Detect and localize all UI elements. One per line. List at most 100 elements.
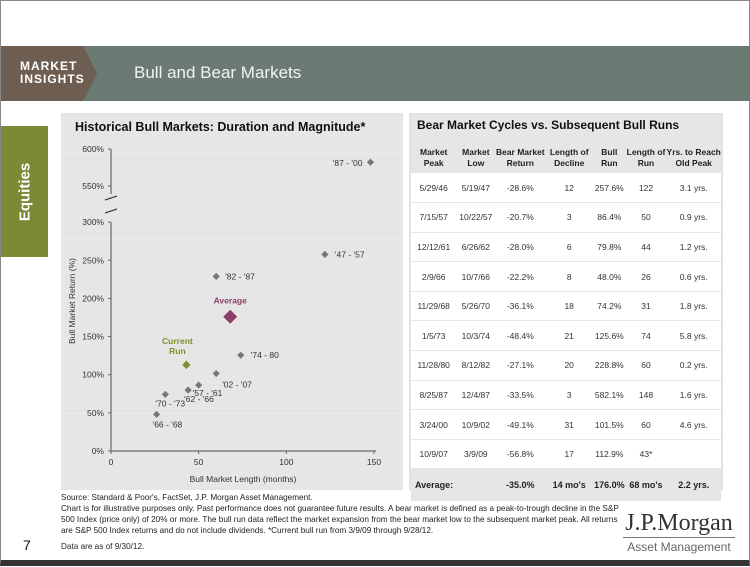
table-row: 11/28/80 8/12/82 -27.1% 20 228.8% 60 0.2 yrs. [411,350,721,381]
table-cell: 12 [545,173,594,204]
table-cell: 2/9/66 [411,261,457,292]
table-cell: 582.1% [593,380,626,411]
table-row: 3/24/00 10/9/02 -49.1% 31 101.5% 60 4.6 yrs. [411,409,721,440]
table-cell: 0.6 yrs. [666,261,721,292]
table-cell: -20.7% [495,202,546,233]
table-row: 10/9/07 3/9/09 -56.8% 17 112.9% 43* [411,439,721,470]
table-cell: 5/29/46 [411,173,457,204]
table-cell: 122 [625,173,667,204]
table-cell: 20 [545,350,594,381]
table-cell: 8/25/87 [411,380,457,411]
table-cell: 112.9% [593,439,626,470]
y-tick-label: 600% [82,144,104,154]
source-note: Source: Standard & Poor's, FactSet, J.P.… [61,493,313,502]
table-cell: 10/9/02 [456,409,496,440]
table-cell: 31 [625,291,667,322]
table-cell: 125.6% [593,320,626,352]
table-cell: 44 [625,232,667,263]
table-cell: -36.1% [495,291,546,322]
table-cell: 74.2% [593,291,626,322]
point-label: '02 - '07 [222,380,252,390]
table-cell: 4.6 yrs. [666,409,721,440]
table-cell: 5/19/47 [456,173,496,204]
point-label-current: Current Run [162,336,193,356]
disclaimer: Chart is for illustrative purposes only.… [61,504,619,535]
page-number: 7 [23,537,31,553]
data-point-average [223,309,238,324]
point-label-average: Average [214,296,248,306]
y-tick-label: 50% [87,408,104,418]
point-label: '66 - '68 [153,419,183,429]
y-tick-label: 200% [82,293,104,303]
table-cell: 3/24/00 [411,409,457,440]
y-tick-label: 150% [82,332,104,342]
table-cell: 3 [545,202,594,233]
table-cell: 12/12/61 [411,232,457,263]
table-cell: 11/28/80 [411,350,457,381]
table-cell: -28.6% [495,173,546,204]
column-header: Market Low [462,147,490,168]
column-header: Bear Market Return [495,147,545,168]
logo-subtitle: Asset Management [627,540,731,554]
y-tick-label: 100% [82,370,104,380]
point-label: '57 - '61 [193,388,223,398]
table-cell: 3 [545,380,594,411]
table-cell: 74 [625,320,667,352]
table-cell: 5/26/70 [456,291,496,322]
table-row: 8/25/87 12/4/87 -33.5% 3 582.1% 148 1.6 yrs. [411,380,721,411]
x-axis-label: Bull Market Length (months) [190,474,297,484]
average-cell: 68 mo's [629,480,663,491]
y-axis-label: Bull Market Return (%) [67,258,77,344]
table-cell: 0.2 yrs. [666,350,721,381]
table-cell: 6/26/62 [456,232,496,263]
table-row: 1/5/73 10/3/74 -48.4% 21 125.6% 74 5.8 yrs. [411,320,721,352]
column-header: Length of Run [626,147,666,168]
table-cell: 257.6% [593,173,626,204]
average-cell: 2.2 yrs. [678,480,710,491]
table-row: 2/9/66 10/7/66 -22.2% 8 48.0% 26 0.6 yrs. [411,261,721,292]
table-cell: 26 [625,261,667,292]
table-cell: 86.4% [593,202,626,233]
brand-line2: INSIGHTS [20,72,85,86]
table-cell [666,439,721,470]
data-point-history [212,369,220,378]
table-cell: 31 [545,409,594,440]
point-label: '82 - '87 [225,271,255,281]
table-cell: 6 [545,232,594,263]
point-label: '70 - '73 [155,398,185,408]
table-cell: 8/12/82 [456,350,496,381]
table-cell: 18 [545,291,594,322]
table-row: 11/29/68 5/26/70 -36.1% 18 74.2% 31 1.8 yrs. [411,291,721,322]
table-title: Bear Market Cycles vs. Subsequent Bull R… [417,118,680,132]
column-header: Yrs. to Reach Old Peak [666,147,721,168]
column-header: Bull Run [601,147,618,168]
table-cell: 50 [625,202,667,233]
point-label: '47 - '57 [335,249,365,259]
table-panel: Market Peak Market Low Bear Market Return L… [409,113,723,501]
table-cell: 5.8 yrs. [666,320,721,352]
data-as-of: Data are as of 9/30/12. [61,542,145,551]
table-cell: 12/4/87 [456,380,496,411]
table-cell: 7/15/57 [411,202,457,233]
point-label: '74 - 80 [251,350,279,360]
data-point-history [184,386,192,394]
table-cell: 1.2 yrs. [666,232,721,263]
table-cell: -33.5% [495,380,546,411]
table-cell: 79.8% [593,232,626,263]
data-point-history [152,410,161,418]
average-cell: -35.0% [506,480,535,491]
data-point-history [237,351,245,359]
table-cell: -49.1% [495,409,546,440]
footnotes: Source: Standard & Poor's, FactSet, J.P.… [61,492,621,536]
table-cell: 0.9 yrs. [666,202,721,233]
table-cell: 3/9/09 [456,439,496,470]
data-point-history [366,158,375,166]
table-cell: -22.2% [495,261,546,292]
table-cell: 48.0% [593,261,626,292]
table-cell: 8 [545,261,594,292]
average-cell: 14 mo's [552,480,586,491]
table-cell: 148 [625,380,667,411]
data-point-history [212,272,220,281]
page-title: Bull and Bear Markets [134,63,302,82]
x-tick-label: 100 [279,457,293,467]
